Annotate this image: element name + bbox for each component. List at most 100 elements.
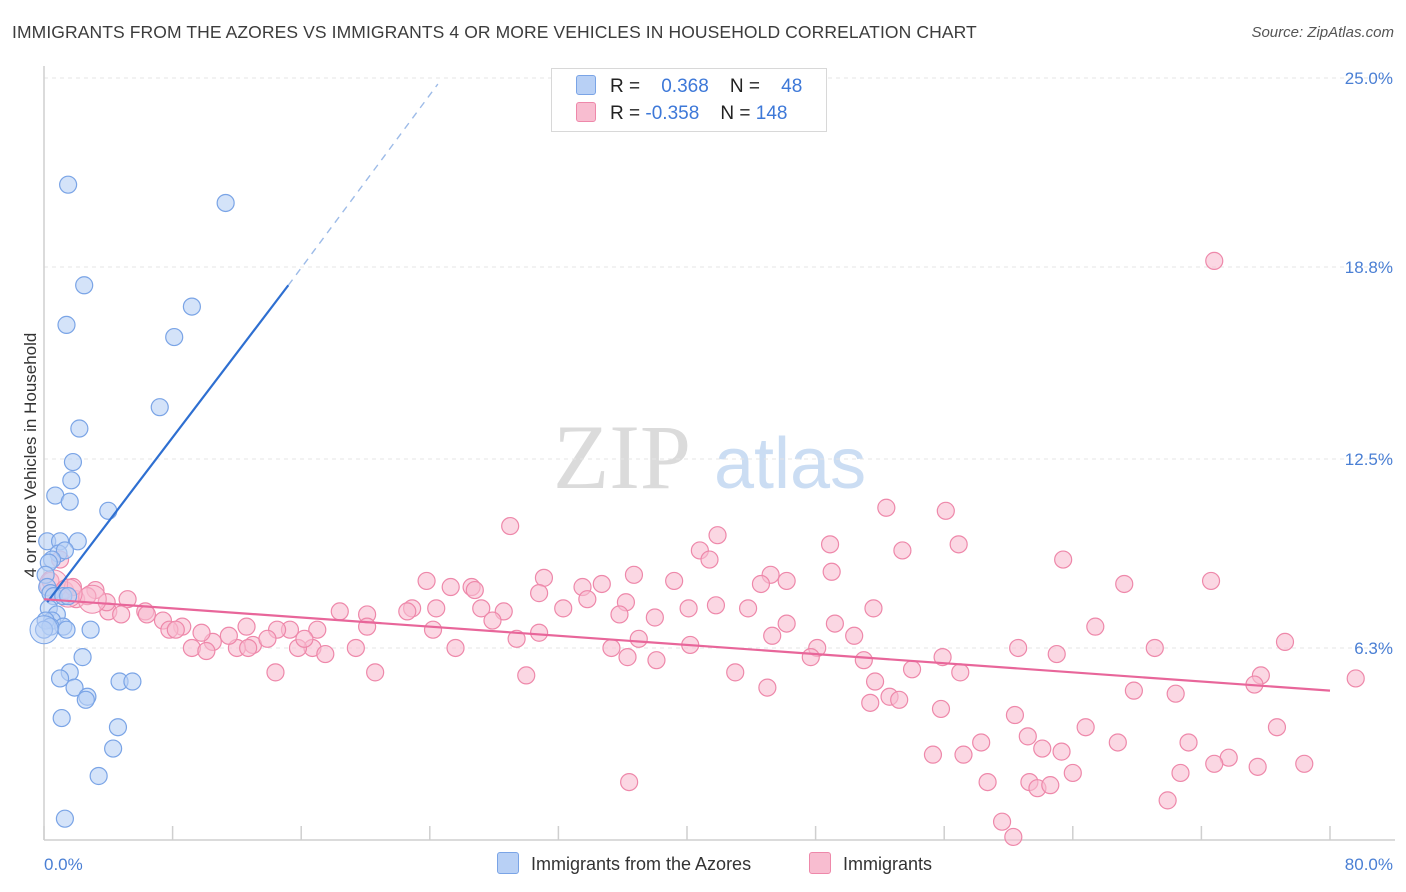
watermark-atlas: atlas [714, 424, 866, 504]
azores-point [50, 669, 70, 688]
immigrants-point [751, 574, 771, 594]
azores-point [216, 193, 235, 213]
n-value: 148 [755, 103, 788, 124]
immigrants-point [624, 565, 644, 584]
azores-point [89, 766, 108, 786]
legend-item-azores[interactable]: Immigrants from the Azores [497, 852, 751, 875]
immigrants-point [1158, 791, 1177, 810]
legend-item-immigrants[interactable]: Immigrants [809, 852, 932, 875]
immigrants-point [1267, 718, 1287, 737]
immigrants-point [295, 629, 314, 648]
azores-point [108, 718, 128, 737]
immigrants-point [629, 629, 648, 648]
immigrants-point [706, 596, 726, 615]
azores-point [57, 315, 76, 334]
correlation-legend: R = 0.368 N = 48 R = -0.358 N = 148 [551, 68, 827, 132]
azores-point [55, 541, 74, 560]
immigrants-point [1346, 669, 1365, 688]
azores-point [76, 690, 95, 709]
immigrants-point [192, 623, 211, 642]
azores-point [123, 672, 142, 691]
immigrants-point [1005, 705, 1025, 725]
immigrants-point [665, 571, 684, 591]
immigrants-point [1205, 251, 1224, 270]
immigrants-point [1115, 574, 1134, 594]
immigrants-point [758, 678, 777, 697]
legend-row-azores: R = 0.368 N = 48 [576, 75, 802, 99]
immigrants-point [1248, 757, 1267, 776]
azores-swatch [576, 75, 596, 95]
immigrants-point [777, 571, 796, 591]
immigrants-point [530, 623, 549, 642]
immigrants-point [1171, 763, 1190, 783]
series-legend: Immigrants from the Azores Immigrants [0, 852, 1406, 876]
immigrants-point [620, 772, 639, 792]
immigrants-point [472, 599, 491, 618]
immigrants-point [865, 672, 885, 691]
immigrants-point [219, 626, 238, 645]
immigrants-points [39, 251, 1365, 847]
immigrants-point [316, 644, 335, 664]
azores-trend-extension [287, 83, 439, 286]
immigrants-point [700, 550, 719, 569]
azores-point [68, 532, 87, 551]
immigrants-point [1145, 638, 1164, 658]
immigrants-point [427, 599, 446, 618]
immigrants-point [825, 614, 844, 633]
immigrants-point [1054, 550, 1073, 569]
immigrants-point [978, 772, 997, 792]
immigrants-point [346, 638, 365, 658]
immigrants-swatch [576, 102, 596, 122]
immigrants-point [679, 599, 698, 618]
immigrants-point [441, 577, 460, 597]
y-tick-labels: 6.3% 12.5% 18.8% 25.0% [1345, 69, 1393, 658]
watermark-zip: ZIP [553, 406, 691, 508]
immigrants-point-large [77, 584, 107, 614]
immigrants-point [893, 541, 912, 560]
azores-point [55, 809, 74, 828]
azores-point [99, 501, 118, 520]
azores-point-large [29, 615, 59, 645]
immigrants-point [954, 745, 973, 764]
y-axis-label: 4 or more Vehicles in Household [21, 333, 40, 578]
immigrants-point [1033, 739, 1052, 758]
azores-legend-swatch [497, 852, 519, 874]
azores-point [81, 620, 100, 639]
immigrants-point [801, 648, 820, 667]
immigrants-point [738, 599, 758, 618]
azores-trend-line [46, 284, 290, 603]
r-label: R = [610, 103, 641, 124]
azores-point [182, 297, 201, 316]
immigrants-point [1205, 754, 1224, 773]
immigrants-point [1166, 684, 1185, 703]
azores-point [63, 452, 83, 472]
legend-row-immigrants: R = -0.358 N = 148 [576, 102, 787, 126]
azores-point [70, 419, 89, 438]
immigrants-point [417, 571, 436, 591]
immigrants-point [118, 590, 137, 609]
legend-label-immigrants: Immigrants [843, 854, 933, 874]
immigrants-point [992, 812, 1012, 831]
immigrants-point [820, 535, 840, 554]
azores-point [57, 620, 76, 639]
immigrants-point [602, 638, 621, 658]
immigrants-point [647, 651, 666, 670]
immigrants-point [446, 638, 465, 658]
y-tick-label: 12.5% [1345, 450, 1393, 469]
azores-point [73, 648, 92, 667]
immigrants-point [861, 693, 880, 712]
immigrants-point [645, 608, 664, 627]
immigrants-point [1201, 571, 1221, 591]
n-label: N = [729, 76, 761, 97]
immigrants-point [902, 660, 922, 679]
immigrants-point [854, 651, 873, 670]
r-value: -0.358 [645, 103, 700, 124]
immigrants-point [972, 733, 991, 752]
immigrants-point [777, 614, 796, 633]
immigrants-point [610, 605, 629, 624]
immigrants-point [507, 629, 526, 648]
immigrants-point [237, 617, 256, 636]
immigrants-point [1004, 827, 1023, 847]
immigrants-point [1041, 776, 1060, 795]
immigrants-point [501, 516, 520, 536]
